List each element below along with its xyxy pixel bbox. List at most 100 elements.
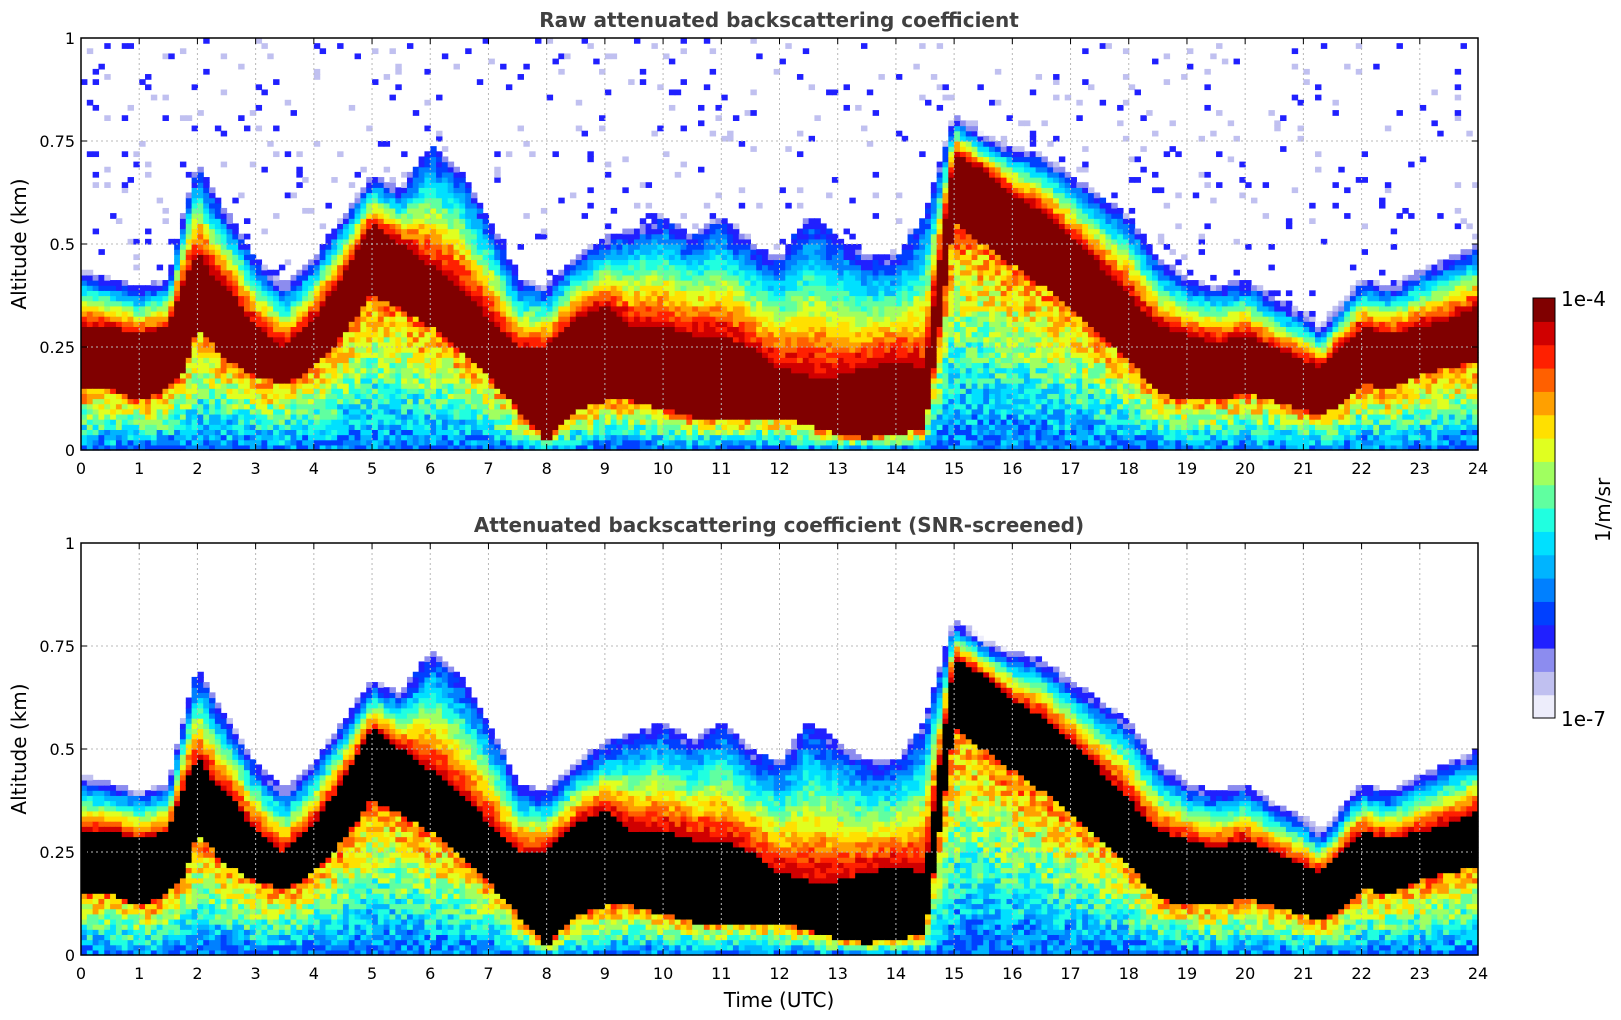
heatmap-cell <box>110 296 116 302</box>
heatmap-cell <box>151 337 157 343</box>
heatmap-cell <box>227 296 233 302</box>
heatmap-cell <box>174 306 180 312</box>
heatmap-cell <box>244 259 250 265</box>
heatmap-cell <box>227 290 233 296</box>
heatmap-cell <box>203 296 209 302</box>
heatmap-cell <box>209 321 215 327</box>
heatmap-cell <box>273 337 279 343</box>
heatmap-cell <box>291 419 297 425</box>
heatmap-cell <box>81 270 87 276</box>
heatmap-cell <box>128 105 134 111</box>
heatmap-cell <box>238 301 244 307</box>
heatmap-cell <box>81 316 87 322</box>
heatmap-cell <box>180 223 186 229</box>
heatmap-cell <box>203 229 209 235</box>
heatmap-cell <box>139 362 145 368</box>
heatmap-cell <box>128 404 134 410</box>
heatmap-cell <box>151 285 157 291</box>
heatmap-cell <box>285 362 291 368</box>
heatmap-cell <box>180 254 186 260</box>
heatmap-cell <box>174 404 180 410</box>
heatmap-cell <box>186 301 192 307</box>
heatmap-cell <box>168 321 174 327</box>
heatmap-cell <box>273 414 279 420</box>
heatmap-cell <box>116 301 122 307</box>
heatmap-cell <box>93 337 99 343</box>
heatmap-cell <box>98 280 104 286</box>
heatmap-cell <box>145 440 151 446</box>
heatmap-cell <box>238 352 244 358</box>
heatmap-cell <box>162 414 168 420</box>
heatmap-cell <box>267 311 273 317</box>
heatmap-cell <box>232 357 238 363</box>
heatmap-cell <box>93 342 99 348</box>
heatmap-cell <box>162 290 168 296</box>
heatmap-cell <box>267 399 273 405</box>
heatmap-cell <box>227 357 233 363</box>
heatmap-cell <box>180 249 186 255</box>
heatmap-cell <box>215 126 221 132</box>
heatmap-cell <box>128 357 134 363</box>
heatmap-cell <box>291 424 297 430</box>
heatmap-cell <box>215 342 221 348</box>
heatmap-cell <box>116 296 122 302</box>
heatmap-cell <box>174 362 180 368</box>
heatmap-cell <box>128 414 134 420</box>
heatmap-cell <box>128 393 134 399</box>
heatmap-cell <box>215 409 221 415</box>
heatmap-cell <box>104 357 110 363</box>
heatmap-cell <box>180 316 186 322</box>
heatmap-cell <box>81 352 87 358</box>
heatmap-cell <box>203 404 209 410</box>
heatmap-cell <box>232 373 238 379</box>
heatmap-cell <box>145 414 151 420</box>
heatmap-cell <box>232 301 238 307</box>
heatmap-cell <box>221 90 227 96</box>
heatmap-cell <box>232 275 238 281</box>
heatmap-cell <box>157 265 163 271</box>
heatmap-cell <box>110 352 116 358</box>
heatmap-cell <box>203 409 209 415</box>
heatmap-cell <box>128 419 134 425</box>
heatmap-cell <box>244 347 250 353</box>
heatmap-cell <box>81 280 87 286</box>
heatmap-cell <box>244 404 250 410</box>
heatmap-cell <box>238 414 244 420</box>
heatmap-cell <box>93 326 99 332</box>
heatmap-cell <box>197 311 203 317</box>
heatmap-cell <box>128 43 134 49</box>
heatmap-cell <box>273 373 279 379</box>
heatmap-cell <box>209 270 215 276</box>
heatmap-cell <box>110 393 116 399</box>
heatmap-cell <box>98 301 104 307</box>
heatmap-cell <box>273 326 279 332</box>
heatmap-cell <box>267 141 273 147</box>
heatmap-cell <box>291 388 297 394</box>
heatmap-cell <box>180 239 186 245</box>
heatmap-cell <box>151 383 157 389</box>
heatmap-cell <box>279 306 285 312</box>
heatmap-cell <box>98 347 104 353</box>
heatmap-cell <box>174 296 180 302</box>
heatmap-cell <box>267 419 273 425</box>
heatmap-cell <box>186 347 192 353</box>
heatmap-cell <box>180 440 186 446</box>
heatmap-cell <box>128 440 134 446</box>
heatmap-cell <box>232 321 238 327</box>
heatmap-cell <box>261 429 267 435</box>
heatmap-cell <box>296 429 302 435</box>
heatmap-cell <box>215 203 221 209</box>
heatmap-cell <box>168 311 174 317</box>
heatmap-cell <box>256 321 262 327</box>
heatmap-cell <box>151 306 157 312</box>
heatmap-cell <box>256 347 262 353</box>
heatmap-cell <box>174 440 180 446</box>
heatmap-cell <box>186 316 192 322</box>
heatmap-cell <box>267 337 273 343</box>
heatmap-cell <box>110 316 116 322</box>
heatmap-cell <box>168 357 174 363</box>
heatmap-cell <box>162 383 168 389</box>
heatmap-cell <box>296 414 302 420</box>
heatmap-cell <box>232 306 238 312</box>
heatmap-cell <box>273 290 279 296</box>
